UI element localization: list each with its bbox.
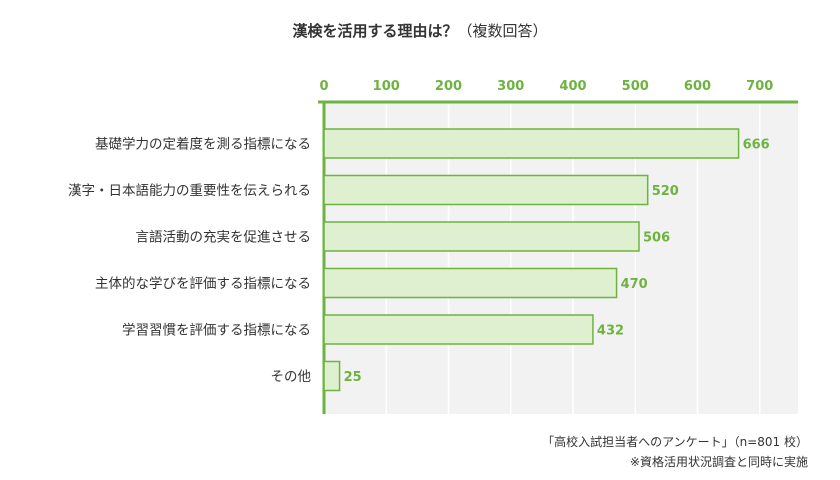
- data-label-2: 506: [643, 231, 670, 246]
- data-label-3: 470: [621, 277, 648, 292]
- bar-0: [323, 128, 740, 159]
- data-label-5: 25: [344, 370, 362, 385]
- category-label-4: 学習習慣を評価する指標になる: [122, 323, 311, 339]
- bar-4: [323, 314, 594, 345]
- tick-label-0: 0: [319, 79, 328, 94]
- bar-3: [323, 267, 618, 299]
- data-label-0: 666: [743, 138, 770, 153]
- category-label-3: 主体的な学びを評価する指標になる: [95, 276, 311, 292]
- tick-label-600: 600: [684, 79, 711, 94]
- bar-2: [323, 221, 640, 252]
- chart-note: 「高校入試担当者へのアンケート」（n=801 校） ※資格活用状況調査と同時に実…: [542, 432, 808, 472]
- bar-1: [323, 174, 649, 206]
- tick-label-500: 500: [622, 79, 649, 94]
- data-label-4: 432: [597, 324, 624, 339]
- chart-subtitle: （複数回答）: [457, 22, 548, 40]
- remark-note: ※資格活用状況調査と同時に実施: [629, 455, 808, 469]
- tick-label-400: 400: [559, 79, 586, 94]
- bar-5: [323, 360, 341, 392]
- category-label-1: 漢字・日本語能力の重要性を伝えられる: [68, 182, 311, 199]
- tick-label-100: 100: [373, 79, 400, 94]
- tick-label-300: 300: [497, 79, 524, 94]
- source-note: 「高校入試担当者へのアンケート」（n=801 校）: [542, 435, 808, 449]
- tick-label-200: 200: [435, 79, 462, 94]
- category-label-2: 言語活動の充実を促進させる: [136, 229, 312, 246]
- tick-label-700: 700: [746, 79, 773, 94]
- category-label-5: その他: [271, 369, 312, 385]
- data-label-1: 520: [652, 184, 679, 199]
- chart-title: 漢検を活用する理由は？（複数回答）: [0, 20, 840, 41]
- category-label-0: 基礎学力の定着度を測る指標になる: [95, 136, 311, 153]
- chart-title-main: 漢検を活用する理由は？: [292, 22, 458, 40]
